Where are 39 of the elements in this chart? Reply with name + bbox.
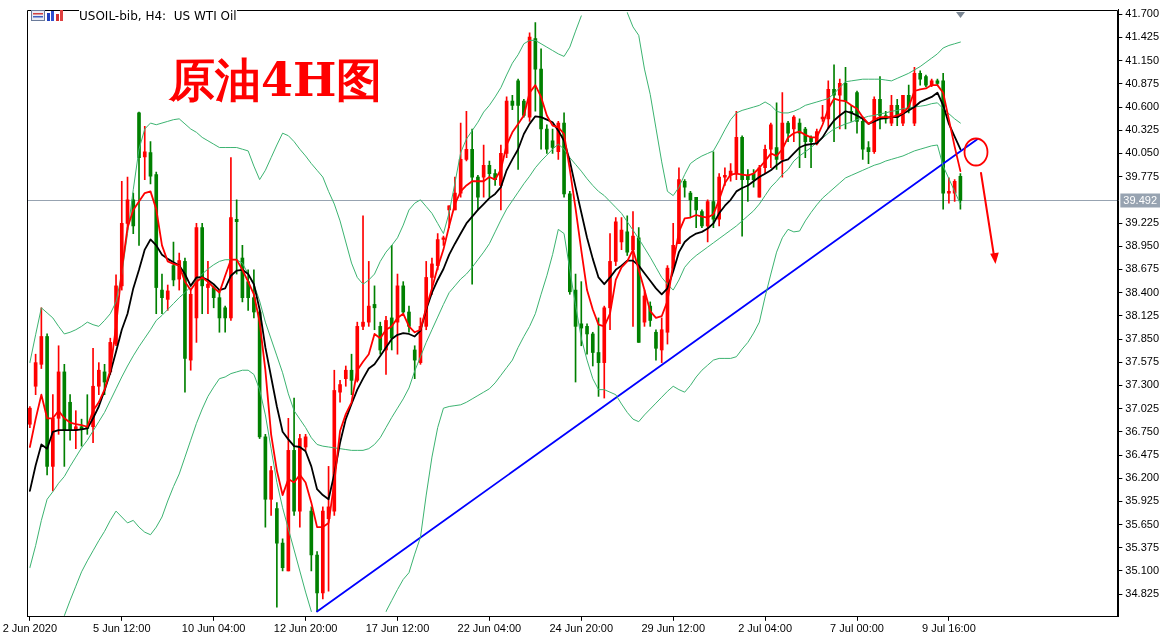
x-tick-label: 2 Jul 04:00: [738, 622, 793, 635]
y-tick-label: 41.700: [1125, 7, 1160, 20]
y-tick-label: 38.400: [1125, 285, 1160, 298]
y-tick-label: 37.025: [1125, 401, 1160, 414]
text: 原油4H图: [169, 53, 383, 107]
y-tick-label: 38.950: [1125, 239, 1160, 252]
y-tick-label: 38.125: [1125, 308, 1160, 321]
x-tick-label: 17 Jun 12:00: [365, 622, 430, 635]
y-tick-label: 41.425: [1125, 30, 1160, 43]
y-tick-label: 40.050: [1125, 146, 1160, 159]
x-tick-label: 22 Jun 04:00: [457, 622, 522, 635]
x-tick-label: 29 Jun 12:00: [641, 622, 706, 635]
y-tick-label: 34.825: [1125, 587, 1160, 600]
x-tick-label: 7 Jul 00:00: [830, 622, 884, 635]
y-tick-label: 40.325: [1125, 123, 1160, 136]
y-tick-label: 40.875: [1125, 76, 1160, 89]
y-tick-label: 41.150: [1125, 53, 1160, 66]
x-tick-label: 9 Jul 16:00: [921, 622, 976, 635]
x-tick-label: 10 Jun 04:00: [181, 622, 246, 635]
x-tick-label: 24 Jun 20:00: [549, 622, 614, 635]
y-tick-label: 36.200: [1125, 471, 1160, 484]
y-tick-label: 35.375: [1125, 540, 1160, 553]
y-tick-label: 40.600: [1125, 100, 1160, 113]
y-tick-label: 37.850: [1125, 332, 1160, 345]
chart-subtitle: USOIL-bib, H4: US WTI Oil: [79, 9, 237, 24]
x-tick-label: 2 Jun 2020: [2, 622, 58, 635]
y-tick-label: 35.650: [1125, 517, 1160, 530]
y-tick-label: 36.475: [1125, 448, 1160, 461]
y-tick-label: 38.675: [1125, 262, 1160, 275]
y-tick-label: 39.775: [1125, 169, 1160, 182]
x-tick-label: 5 Jun 12:00: [93, 622, 151, 635]
y-tick-label: 35.925: [1125, 494, 1160, 507]
y-tick-label: 37.300: [1125, 378, 1160, 391]
y-tick-label: 35.100: [1125, 564, 1160, 577]
y-tick-label: 39.225: [1125, 216, 1160, 229]
ref-line-label: 39.492: [1123, 194, 1158, 207]
y-tick-label: 36.750: [1125, 424, 1160, 437]
y-tick-label: 37.575: [1125, 355, 1160, 368]
x-tick-label: 12 Jun 20:00: [273, 622, 338, 635]
